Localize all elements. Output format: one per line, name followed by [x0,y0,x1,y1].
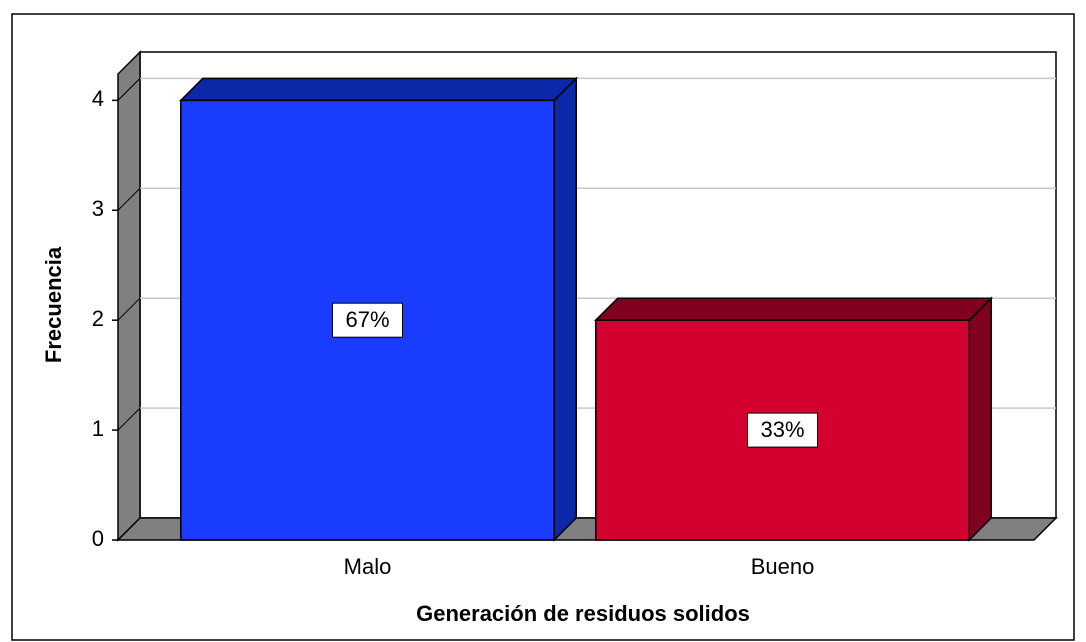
grid-line [117,187,141,211]
y-tick-label: 2 [92,306,104,331]
y-tick-label: 1 [92,416,104,441]
x-tick-label: Malo [344,554,392,579]
x-axis-title: Generación de residuos solidos [416,601,750,626]
y-tick-label: 4 [92,86,104,111]
y-tick-label: 0 [92,526,104,551]
grid-line [117,407,141,431]
bar-top [178,77,579,102]
data-label: 67% [345,307,389,332]
data-label-box [747,412,818,448]
grid-line [117,297,141,321]
left-wall [117,50,141,542]
data-label: 33% [760,417,804,442]
bar-top [593,297,994,321]
bar-side [968,296,992,542]
data-label-box [332,302,403,338]
bar-side [553,76,577,542]
x-tick-label: Bueno [751,554,815,579]
y-axis-title: Frecuencia [41,246,66,363]
grid-line [117,78,141,101]
y-tick-label: 3 [92,196,104,221]
